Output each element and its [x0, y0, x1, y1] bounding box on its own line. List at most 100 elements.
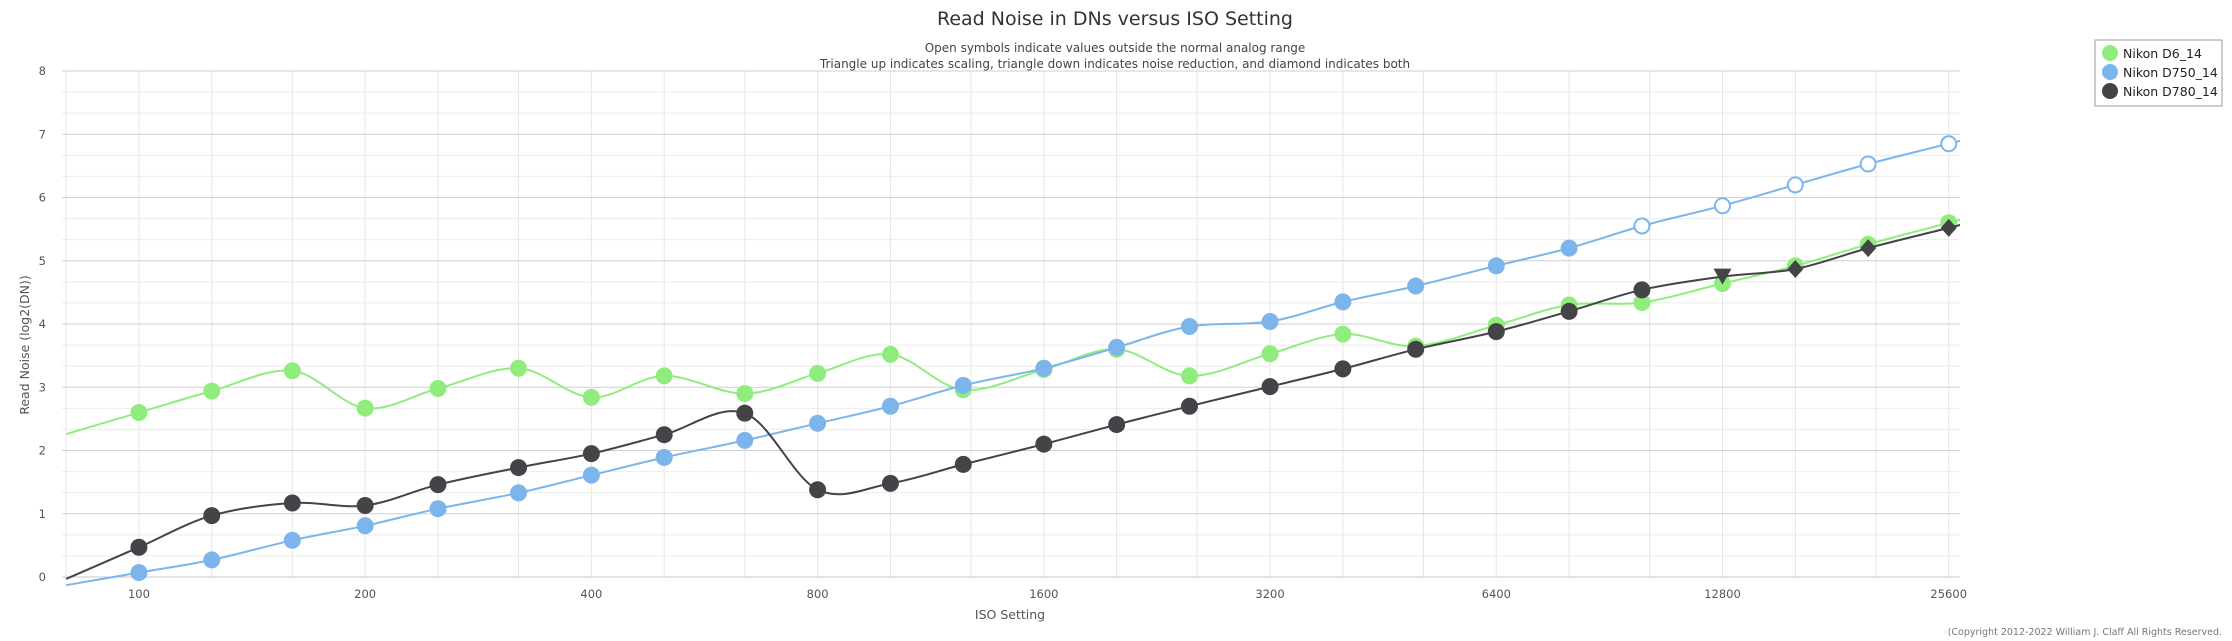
data-point[interactable] [655, 448, 673, 466]
data-point[interactable] [356, 399, 374, 417]
x-tick-label: 100 [128, 587, 150, 601]
data-point[interactable] [1334, 360, 1352, 378]
data-point[interactable] [736, 404, 754, 422]
x-tick-label: 400 [580, 587, 602, 601]
series-line [65, 139, 1960, 587]
data-point[interactable] [1860, 239, 1877, 258]
data-point[interactable] [1334, 325, 1352, 343]
data-point[interactable] [510, 484, 528, 502]
data-point[interactable] [1407, 340, 1425, 358]
data-point[interactable] [1261, 345, 1279, 363]
y-tick-label: 8 [39, 64, 46, 78]
x-tick-label: 3200 [1255, 587, 1284, 601]
data-point[interactable] [429, 380, 447, 398]
data-point[interactable] [1487, 257, 1505, 275]
x-tick-label: 6400 [1482, 587, 1511, 601]
plot-grid [62, 70, 1960, 578]
data-point[interactable] [203, 382, 221, 400]
data-point[interactable] [429, 500, 447, 518]
series-0 [65, 214, 1960, 436]
legend-item-d750[interactable]: Nikon D750_14 [2102, 64, 2218, 80]
data-point[interactable] [1180, 367, 1198, 385]
y-tick-label: 3 [39, 380, 46, 394]
data-point[interactable] [1633, 281, 1651, 299]
data-point[interactable] [283, 494, 301, 512]
chart-subtitle-line-1: Open symbols indicate values outside the… [925, 41, 1306, 55]
data-point[interactable] [954, 455, 972, 473]
data-point[interactable] [1633, 293, 1651, 311]
data-point[interactable] [510, 459, 528, 477]
data-point[interactable] [655, 367, 673, 385]
data-point[interactable] [1180, 397, 1198, 415]
y-axis-ticks: 0 1 2 3 4 5 6 7 8 [39, 64, 46, 584]
data-point[interactable] [809, 364, 827, 382]
data-point[interactable] [1261, 378, 1279, 396]
data-point[interactable] [1334, 293, 1352, 311]
data-point[interactable] [510, 359, 528, 377]
x-tick-label: 25600 [1930, 587, 1967, 601]
data-point[interactable] [954, 376, 972, 394]
series-layer [65, 135, 1960, 587]
data-point[interactable] [1108, 416, 1126, 434]
y-tick-label: 6 [39, 191, 46, 205]
data-point[interactable] [1713, 268, 1732, 285]
legend-item-d780[interactable]: Nikon D780_14 [2102, 83, 2218, 99]
data-point[interactable] [1940, 218, 1957, 237]
x-tick-label: 200 [354, 587, 376, 601]
data-point[interactable] [1035, 359, 1053, 377]
data-point[interactable] [356, 497, 374, 515]
data-point[interactable] [1787, 259, 1804, 278]
data-point[interactable] [582, 445, 600, 463]
data-point[interactable] [1786, 176, 1804, 194]
data-point[interactable] [655, 426, 673, 444]
y-axis-title: Read Noise (log2(DN)) [17, 275, 32, 415]
y-tick-label: 0 [39, 570, 46, 584]
data-point[interactable] [1560, 302, 1578, 320]
data-point[interactable] [736, 385, 754, 403]
data-point[interactable] [582, 388, 600, 406]
data-point[interactable] [1487, 323, 1505, 341]
data-point[interactable] [1713, 197, 1731, 215]
chart-title: Read Noise in DNs versus ISO Setting [937, 8, 1293, 30]
data-point[interactable] [283, 362, 301, 380]
data-point[interactable] [130, 564, 148, 582]
data-point[interactable] [809, 414, 827, 432]
data-point[interactable] [1035, 435, 1053, 453]
x-axis-ticks: 100 200 400 800 1600 3200 6400 12800 25600 [128, 587, 1967, 601]
data-point[interactable] [356, 517, 374, 535]
data-point[interactable] [881, 474, 899, 492]
legend: Nikon D6_14 Nikon D750_14 Nikon D780_14 [2094, 39, 2223, 107]
data-point[interactable] [582, 466, 600, 484]
legend-item-d6[interactable]: Nikon D6_14 [2102, 45, 2202, 61]
data-point[interactable] [736, 431, 754, 449]
data-point[interactable] [1859, 155, 1877, 173]
y-tick-label: 1 [39, 507, 46, 521]
data-point[interactable] [429, 476, 447, 494]
data-point[interactable] [203, 551, 221, 569]
data-point[interactable] [809, 481, 827, 499]
data-point[interactable] [1633, 217, 1651, 235]
legend-label-d6: Nikon D6_14 [2123, 46, 2202, 61]
x-tick-label: 800 [807, 587, 829, 601]
y-tick-label: 5 [39, 254, 46, 268]
data-point[interactable] [1108, 338, 1126, 356]
series-2 [65, 218, 1960, 580]
x-tick-label: 1600 [1029, 587, 1058, 601]
series-1 [65, 135, 1960, 587]
legend-label-d780: Nikon D780_14 [2123, 84, 2218, 99]
x-tick-label: 12800 [1704, 587, 1741, 601]
data-point[interactable] [130, 538, 148, 556]
data-point[interactable] [203, 507, 221, 525]
data-point[interactable] [1180, 318, 1198, 336]
y-tick-label: 4 [39, 317, 46, 331]
data-point[interactable] [881, 397, 899, 415]
data-point[interactable] [881, 345, 899, 363]
data-point[interactable] [1261, 312, 1279, 330]
data-point[interactable] [130, 404, 148, 422]
chart-subtitle-line-2: Triangle up indicates scaling, triangle … [819, 57, 1410, 71]
data-point[interactable] [1940, 135, 1958, 153]
credits[interactable]: (Copyright 2012-2022 William J. Claff Al… [1948, 627, 2222, 638]
data-point[interactable] [283, 531, 301, 549]
data-point[interactable] [1407, 277, 1425, 295]
data-point[interactable] [1560, 239, 1578, 257]
